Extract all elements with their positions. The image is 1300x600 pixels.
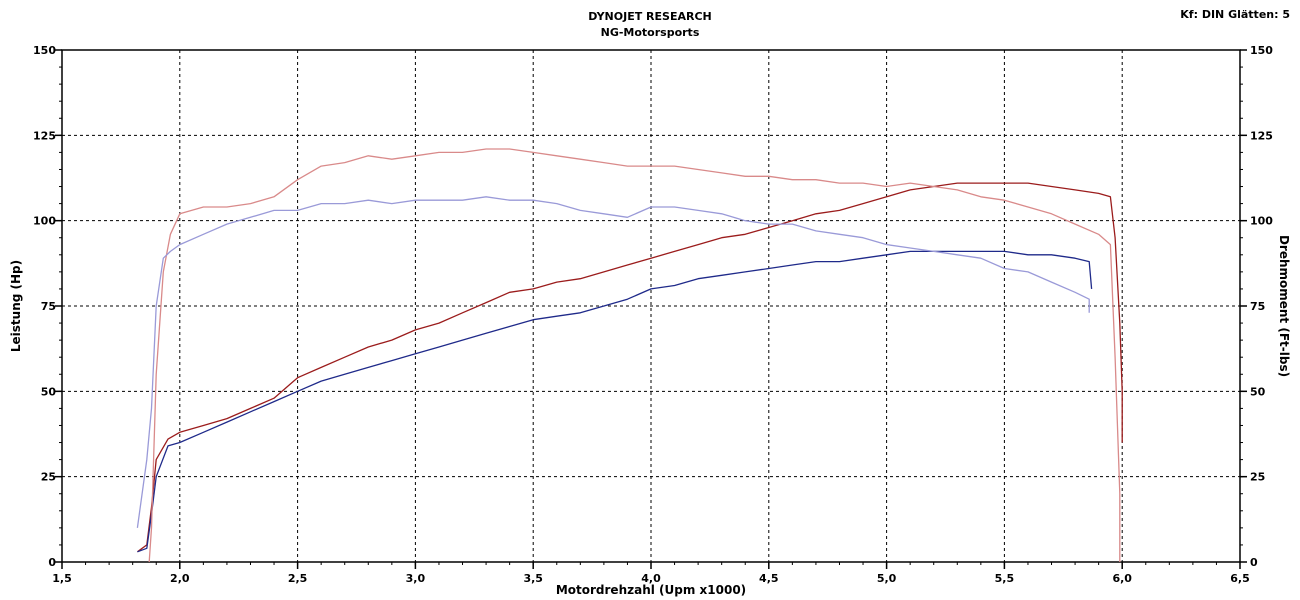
y-left-tick-label: 75 <box>41 300 56 313</box>
x-tick-label: 1,5 <box>52 572 72 585</box>
y-right-tick-label: 75 <box>1250 300 1265 313</box>
y-right-tick-label: 50 <box>1250 385 1266 398</box>
x-tick-label: 4,5 <box>759 572 779 585</box>
x-tick-label: 3,0 <box>406 572 426 585</box>
series-line-3 <box>148 148 1121 563</box>
x-tick-label: 5,5 <box>995 572 1015 585</box>
chart-title: DYNOJET RESEARCH <box>588 10 712 23</box>
series-line-2 <box>137 250 1093 553</box>
series-line-1 <box>137 182 1123 553</box>
y-left-tick-label: 125 <box>33 129 56 142</box>
y-right-tick-label: 100 <box>1250 215 1273 228</box>
x-tick-label: 4,0 <box>641 572 661 585</box>
y-left-tick-label: 150 <box>33 44 56 57</box>
chart-subtitle: NG-Motorsports <box>600 26 700 39</box>
x-tick-label: 5,0 <box>877 572 897 585</box>
correction-smoothing-info: Kf: DIN Glätten: 5 <box>1180 8 1290 21</box>
y-right-tick-label: 0 <box>1250 556 1258 569</box>
y-right-tick-label: 25 <box>1250 471 1265 484</box>
x-tick-label: 6,5 <box>1230 572 1250 585</box>
y-left-tick-label: 100 <box>33 215 56 228</box>
x-axis-title: Motordrehzahl (Upm x1000) <box>556 583 746 597</box>
x-tick-label: 6,0 <box>1112 572 1132 585</box>
x-tick-label: 3,5 <box>523 572 543 585</box>
y-right-axis-title: Drehmoment (Ft-lbs) <box>1277 235 1291 377</box>
y-left-axis-title: Leistung (Hp) <box>9 260 23 352</box>
y-left-tick-label: 0 <box>48 556 56 569</box>
x-tick-label: 2,0 <box>170 572 190 585</box>
y-left-tick-label: 25 <box>41 471 56 484</box>
y-right-tick-label: 150 <box>1250 44 1273 57</box>
series-line-4 <box>136 196 1090 528</box>
y-left-tick-label: 50 <box>41 385 57 398</box>
y-right-tick-label: 125 <box>1250 129 1273 142</box>
x-tick-label: 2,5 <box>288 572 308 585</box>
